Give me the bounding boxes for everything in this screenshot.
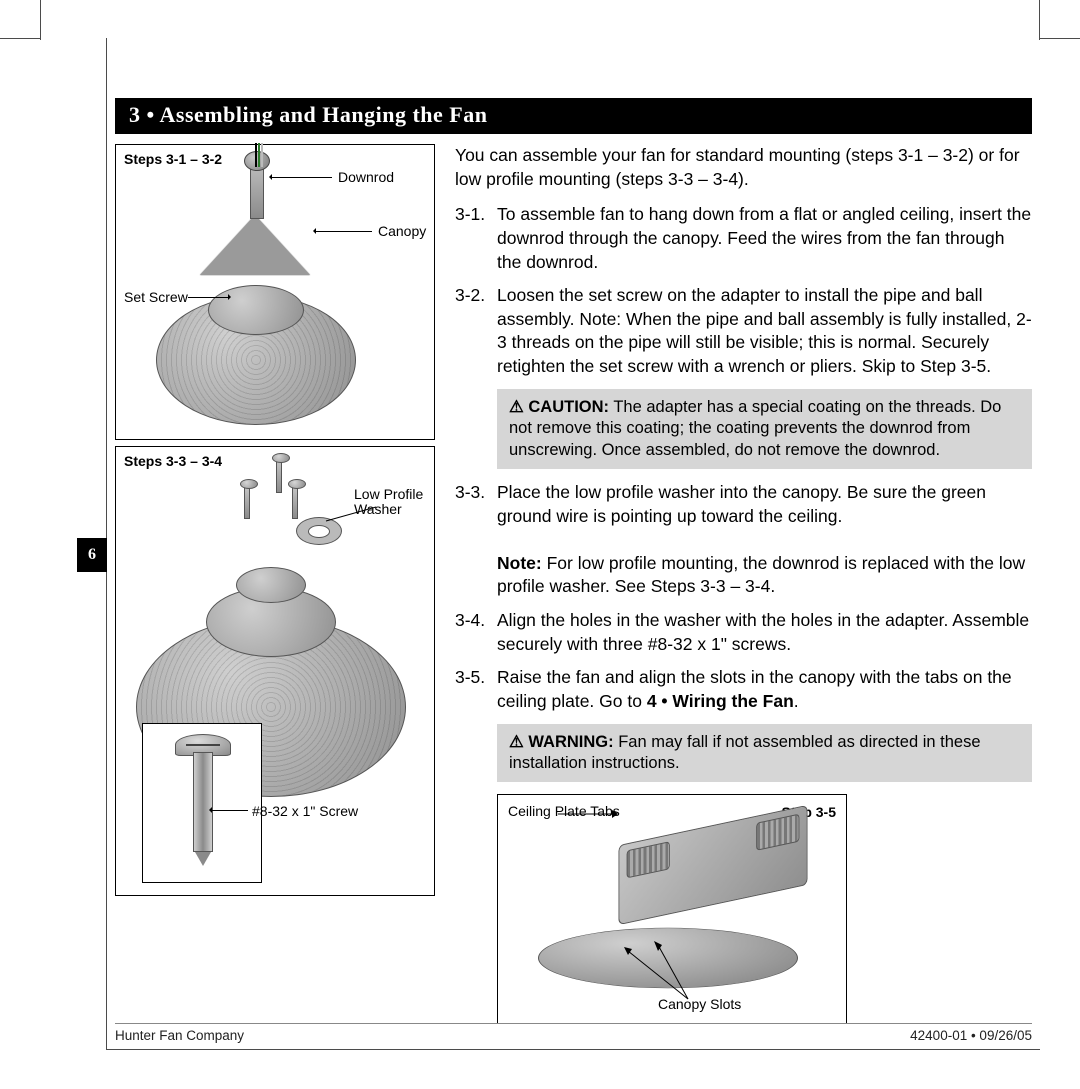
warning-icon: ⚠ xyxy=(509,733,528,751)
figure-label: Steps 3-3 – 3-4 xyxy=(124,453,222,469)
intro-text: You can assemble your fan for standard m… xyxy=(455,144,1032,191)
page-footer: Hunter Fan Company 42400-01 • 09/26/05 xyxy=(115,1023,1032,1043)
screw-detail xyxy=(142,723,262,883)
callout-screw-spec: #8-32 x 1" Screw xyxy=(252,803,358,819)
page-number-tab: 6 xyxy=(77,538,107,572)
callout-low-profile-washer: Low Profile Washer xyxy=(354,487,434,518)
step-3-1: 3-1. To assemble fan to hang down from a… xyxy=(455,203,1032,274)
page: 6 3 • Assembling and Hanging the Fan Ste… xyxy=(106,38,1040,1050)
callout-downrod: Downrod xyxy=(338,169,394,185)
step-3-2: 3-2. Loosen the set screw on the adapter… xyxy=(455,284,1032,379)
figure-step-3-5: Ceiling Plate Tabs Step 3-5 Canopy Slots xyxy=(497,794,847,1024)
figures-column: Steps 3-1 – 3-2 Downrod Canopy Set Sc xyxy=(115,144,435,1024)
crop-mark xyxy=(1039,0,1040,40)
section-title: 3 • Assembling and Hanging the Fan xyxy=(115,98,1032,134)
figure-label: Steps 3-1 – 3-2 xyxy=(124,151,222,167)
crop-mark xyxy=(0,38,40,39)
step-3-3: 3-3. Place the low profile washer into t… xyxy=(455,481,1032,599)
callout-canopy: Canopy xyxy=(378,223,426,239)
footer-docid: 42400-01 • 09/26/05 xyxy=(910,1028,1032,1043)
crop-mark xyxy=(40,0,41,40)
step-3-4: 3-4. Align the holes in the washer with … xyxy=(455,609,1032,656)
callout-set-screw: Set Screw xyxy=(124,289,188,305)
caution-box: ⚠ CAUTION: The adapter has a special coa… xyxy=(497,389,1032,469)
step-3-5: 3-5. Raise the fan and align the slots i… xyxy=(455,666,1032,713)
figure-steps-3-3-3-4: Steps 3-3 – 3-4 Low Profile Washer #8 xyxy=(115,446,435,896)
ceiling-plate-graphic xyxy=(619,805,808,925)
footer-company: Hunter Fan Company xyxy=(115,1028,244,1043)
figure-steps-3-1-3-2: Steps 3-1 – 3-2 Downrod Canopy Set Sc xyxy=(115,144,435,440)
warning-icon: ⚠ xyxy=(509,398,528,416)
instructions-column: You can assemble your fan for standard m… xyxy=(455,144,1032,1024)
crop-mark xyxy=(1040,38,1080,39)
warning-box: ⚠ WARNING: Fan may fall if not assembled… xyxy=(497,724,1032,783)
